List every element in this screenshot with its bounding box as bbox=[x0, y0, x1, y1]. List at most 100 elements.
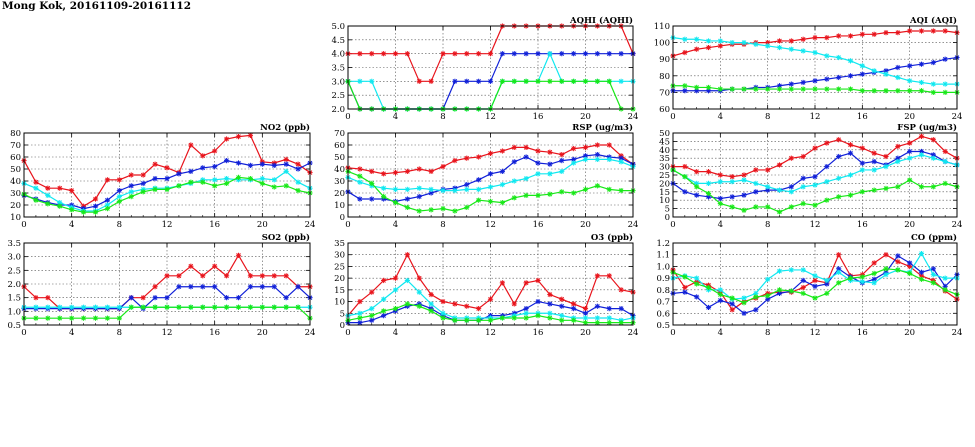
marker-stroke bbox=[369, 79, 375, 84]
x-tick-label: 16 bbox=[857, 112, 868, 122]
marker-stroke bbox=[271, 184, 277, 190]
marker-stroke bbox=[405, 301, 410, 307]
marker-stroke bbox=[416, 208, 422, 214]
marker-stroke bbox=[848, 58, 853, 64]
marker-stroke bbox=[824, 86, 830, 92]
marker-stroke bbox=[777, 287, 782, 293]
data-point bbox=[259, 161, 265, 167]
data-point bbox=[295, 284, 301, 290]
marker-stroke bbox=[476, 154, 481, 160]
marker-stroke bbox=[895, 184, 901, 190]
marker-stroke bbox=[428, 187, 434, 192]
y-tick-label: 2.0 bbox=[331, 105, 345, 115]
marker-stroke bbox=[405, 169, 410, 174]
marker-stroke bbox=[33, 304, 39, 310]
marker-stroke bbox=[464, 182, 470, 187]
data-point bbox=[694, 46, 700, 52]
data-point bbox=[69, 188, 75, 194]
marker-stroke bbox=[789, 288, 794, 294]
marker-stroke bbox=[800, 86, 806, 92]
data-point bbox=[247, 273, 254, 279]
data-point bbox=[594, 273, 600, 279]
marker-stroke bbox=[765, 204, 770, 210]
data-point bbox=[57, 203, 63, 209]
marker-stroke bbox=[931, 266, 936, 272]
plot-frame bbox=[347, 25, 634, 110]
y-tick-label: 4.5 bbox=[331, 36, 345, 46]
marker-stroke bbox=[416, 289, 422, 295]
data-point bbox=[694, 169, 700, 175]
marker-stroke bbox=[428, 79, 434, 84]
marker-stroke bbox=[511, 145, 517, 150]
marker-stroke bbox=[152, 295, 158, 300]
data-point bbox=[476, 154, 482, 160]
marker-stroke bbox=[452, 301, 458, 307]
marker-stroke bbox=[931, 60, 936, 65]
data-point bbox=[618, 78, 624, 84]
marker-stroke bbox=[907, 271, 912, 276]
marker-stroke bbox=[428, 169, 434, 174]
data-point bbox=[152, 186, 158, 192]
data-point bbox=[836, 74, 842, 81]
marker-stroke bbox=[212, 284, 217, 290]
data-point bbox=[357, 298, 363, 305]
y-tick-label: 60 bbox=[659, 105, 670, 115]
x-tick-label: 24 bbox=[628, 112, 639, 122]
data-point bbox=[104, 304, 111, 310]
marker-stroke bbox=[393, 51, 398, 56]
data-point bbox=[836, 137, 842, 143]
marker-stroke bbox=[729, 301, 735, 307]
data-point bbox=[753, 204, 759, 210]
marker-stroke bbox=[848, 150, 853, 156]
marker-stroke bbox=[836, 75, 841, 80]
data-point bbox=[776, 38, 783, 44]
data-point bbox=[705, 304, 712, 311]
x-tick-label: 8 bbox=[117, 220, 122, 230]
marker-stroke bbox=[883, 266, 889, 272]
series-green bbox=[670, 266, 960, 306]
chart-aqhi: 2.0 2.5 3.0 3.5 4.0 4.5 5.0 0 4 8 12 16 20 24 AQHI (AQ… bbox=[331, 15, 638, 122]
data-point bbox=[788, 38, 794, 44]
marker-stroke bbox=[45, 315, 51, 321]
marker-stroke bbox=[176, 171, 182, 177]
data-point bbox=[523, 192, 529, 198]
data-point bbox=[152, 304, 158, 310]
marker-stroke bbox=[694, 85, 699, 90]
marker-stroke bbox=[753, 41, 759, 47]
data-point bbox=[895, 30, 901, 36]
data-point bbox=[606, 156, 612, 162]
data-point bbox=[594, 142, 600, 148]
data-point bbox=[741, 177, 747, 183]
marker-stroke bbox=[547, 310, 553, 316]
marker-stroke bbox=[824, 76, 830, 82]
data-point bbox=[717, 179, 723, 185]
marker-stroke bbox=[357, 310, 363, 316]
data-point bbox=[907, 155, 913, 161]
marker-stroke bbox=[618, 287, 624, 293]
data-point bbox=[547, 51, 553, 57]
data-point bbox=[440, 298, 446, 305]
data-point bbox=[800, 48, 806, 54]
data-point bbox=[717, 200, 723, 207]
data-point bbox=[883, 185, 889, 192]
data-point bbox=[871, 150, 877, 156]
data-point bbox=[392, 51, 399, 57]
data-point bbox=[559, 168, 565, 174]
x-tick-label: 4 bbox=[393, 112, 398, 122]
marker-stroke bbox=[476, 187, 481, 192]
marker-stroke bbox=[871, 31, 877, 37]
marker-stroke bbox=[583, 315, 588, 321]
data-point bbox=[295, 304, 301, 310]
data-point bbox=[271, 177, 277, 183]
data-point bbox=[381, 185, 387, 191]
x-tick-label: 12 bbox=[162, 328, 173, 338]
data-point bbox=[188, 142, 194, 148]
x-tick-label: 24 bbox=[305, 220, 316, 230]
marker-stroke bbox=[777, 162, 782, 168]
marker-stroke bbox=[824, 164, 830, 169]
data-point bbox=[765, 276, 771, 282]
marker-stroke bbox=[753, 181, 759, 186]
data-point bbox=[871, 68, 877, 74]
data-point bbox=[788, 46, 794, 52]
marker-stroke bbox=[907, 155, 912, 161]
